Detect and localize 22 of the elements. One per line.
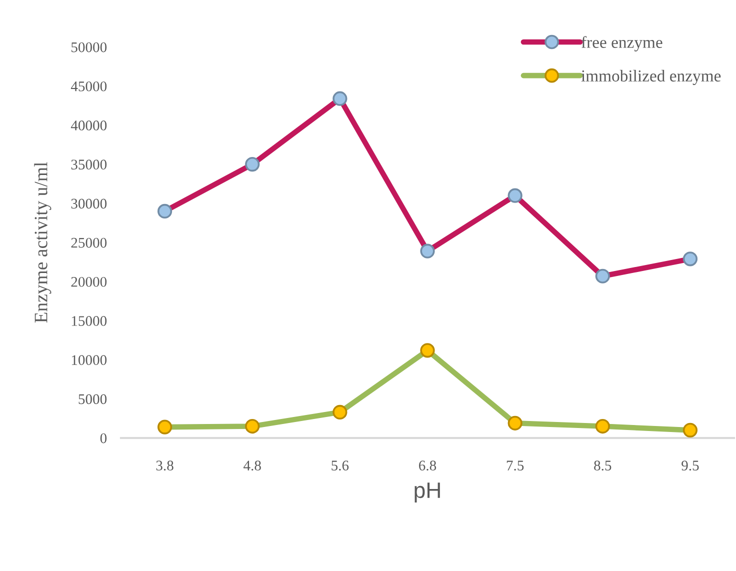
y-tick-label: 45000 [70, 81, 107, 92]
x-tick-label: 5.6 [332, 460, 349, 471]
y-tick-label: 15000 [72, 316, 107, 326]
y-tick-label: 50000 [72, 42, 107, 52]
y-tick-label: 30000 [71, 198, 107, 209]
y-tick-label: 25000 [71, 238, 107, 248]
legend-label: immobilized enzyme [581, 70, 721, 85]
legend-label: free enzyme [581, 36, 662, 52]
x-tick-label: 4.8 [244, 460, 261, 471]
x-tick-label: 7.5 [506, 460, 524, 471]
x-tick-label: 6.8 [419, 460, 436, 471]
y-tick-label: 20000 [71, 276, 107, 287]
x-tick-label: 3.8 [156, 460, 174, 471]
y-tick-label: 5000 [78, 394, 107, 404]
y-tick-label: 40000 [70, 120, 107, 130]
y-tick-label: 10000 [72, 355, 107, 366]
y-axis-title: Enzyme activity u/ml [34, 162, 52, 323]
x-tick-label: 9.5 [682, 460, 699, 471]
y-tick-label: 0 [100, 433, 107, 444]
x-tick-label: 8.5 [594, 460, 612, 471]
x-axis-title: pH [414, 482, 440, 502]
y-tick-label: 35000 [71, 160, 107, 170]
